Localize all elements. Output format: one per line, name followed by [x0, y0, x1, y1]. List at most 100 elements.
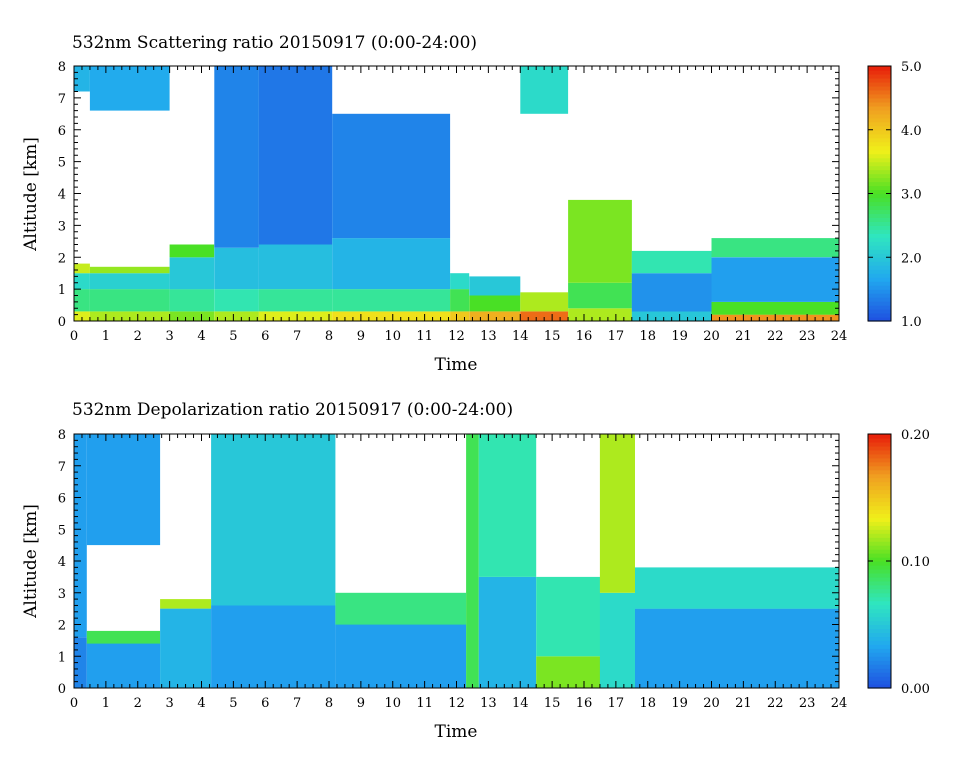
depolarization-ratio-x-tick-label: 6: [261, 696, 269, 711]
depolarization-ratio-y-tick-label: 0: [58, 682, 66, 697]
scattering-ratio-colorbar-swatch: [868, 189, 891, 195]
scattering-ratio-cell-10-0: [631, 311, 712, 321]
scattering-ratio-colorbar-swatch: [868, 101, 891, 107]
scattering-ratio-cell-3-2: [214, 247, 259, 290]
depolarization-ratio-colorbar-swatch: [868, 529, 891, 534]
depolarization-ratio-colorbar-swatch: [868, 437, 891, 443]
scattering-ratio-y-tick-label: 8: [58, 60, 66, 75]
depolarization-ratio-colorbar-swatch: [868, 434, 891, 439]
scattering-ratio-cell-10-1: [631, 273, 712, 312]
scattering-ratio-y-tick-label: 4: [58, 188, 66, 203]
depolarization-ratio-cell-2-0: [160, 608, 212, 688]
scattering-ratio-colorbar-tick-label: 1.0: [901, 315, 922, 330]
scattering-ratio-colorbar-tick-label: 5.0: [901, 60, 922, 75]
depolarization-ratio-colorbar-swatch: [868, 584, 891, 590]
depolarization-ratio-x-tick-label: 24: [831, 696, 848, 711]
scattering-ratio-x-tick-label: 1: [102, 329, 110, 344]
scattering-ratio-x-tick-label: 24: [831, 329, 848, 344]
scattering-ratio-colorbar-swatch: [868, 305, 891, 310]
scattering-ratio-colorbar-tick-label: 4.0: [901, 124, 922, 139]
scattering-ratio-y-ticks: 0 1 2 3 4 5 6 7 8: [58, 60, 839, 330]
depolarization-ratio-cell-3-1: [211, 434, 336, 606]
scattering-ratio-colorbar-swatch: [868, 121, 891, 127]
depolarization-ratio-y-tick-label: 8: [58, 428, 66, 443]
depolarization-ratio-x-tick-label: 11: [416, 696, 433, 711]
depolarization-ratio-cells: [74, 434, 839, 689]
scattering-ratio-cell-11-2: [711, 257, 839, 302]
depolarization-ratio-y-ticks: 0 1 2 3 4 5 6 7 8: [58, 428, 839, 697]
depolarization-ratio-colorbar-swatch: [868, 580, 891, 586]
scattering-ratio-cell-6-2: [450, 273, 470, 290]
depolarization-ratio-x-tick-label: 20: [703, 696, 720, 711]
depolarization-ratio-colorbar-swatch: [868, 509, 891, 514]
depolarization-ratio-x-tick-label: 2: [134, 696, 142, 711]
depolarization-ratio-cell-5-0: [466, 434, 479, 688]
scattering-ratio-x-axis-label: Time: [435, 355, 478, 375]
scattering-ratio-colorbar-swatch: [868, 209, 891, 215]
scattering-ratio-cell-6-0: [450, 311, 470, 321]
depolarization-ratio-colorbar-swatch: [868, 505, 891, 511]
scattering-ratio-x-tick-label: 7: [293, 329, 301, 344]
scattering-ratio-x-tick-label: 0: [70, 329, 78, 344]
depolarization-ratio-colorbar-tick-label: 0.20: [901, 428, 930, 443]
depolarization-ratio-colorbar-swatch: [868, 533, 891, 538]
scattering-ratio-y-tick-label: 0: [58, 315, 66, 330]
depolarization-ratio-colorbar-swatch: [868, 517, 891, 522]
depolarization-ratio-colorbar-swatch: [868, 537, 891, 542]
depolarization-ratio-colorbar-swatch: [868, 680, 891, 685]
scattering-ratio-colorbar-swatch: [868, 225, 891, 230]
depolarization-ratio-colorbar-swatch: [868, 489, 891, 495]
scattering-ratio-colorbar-ticks: 1.0 2.0 3.0 4.0 5.0: [868, 60, 922, 330]
scattering-ratio-colorbar-swatch: [868, 249, 891, 254]
scattering-ratio-colorbar-swatch: [868, 93, 891, 99]
scattering-ratio-cell-3-0: [214, 311, 259, 321]
scattering-ratio-x-tick-label: 12: [448, 329, 465, 344]
depolarization-ratio-cell-1-1: [86, 630, 161, 644]
depolarization-ratio-x-tick-label: 10: [384, 696, 401, 711]
scattering-ratio-x-tick-label: 14: [512, 329, 529, 344]
depolarization-ratio-colorbar-tick-label: 0.00: [901, 682, 930, 697]
scattering-ratio-colorbar-swatch: [868, 205, 891, 211]
scattering-ratio-colorbar-swatch: [868, 117, 891, 123]
scattering-ratio-colorbar-swatch: [868, 285, 891, 290]
scattering-ratio-colorbar-swatch: [868, 289, 891, 294]
scattering-ratio-colorbar-swatch: [868, 109, 891, 115]
scattering-ratio-colorbar-swatch: [868, 197, 891, 203]
depolarization-ratio-colorbar-swatch: [868, 501, 891, 507]
depolarization-ratio-colorbar-swatch: [868, 513, 891, 518]
scattering-ratio-cell-11-1: [711, 301, 839, 315]
depolarization-ratio-y-tick-label: 2: [58, 619, 66, 634]
depolarization-ratio-colorbar-swatch: [868, 612, 891, 618]
depolarization-ratio-colorbar-swatch: [868, 453, 891, 459]
depolarization-ratio-colorbar-swatch: [868, 672, 891, 677]
depolarization-ratio-x-tick-label: 7: [293, 696, 301, 711]
scattering-ratio-cell-0-2: [74, 273, 90, 290]
depolarization-ratio-colorbar-swatch: [868, 588, 891, 594]
scattering-ratio-y-tick-label: 2: [58, 251, 66, 266]
depolarization-ratio-x-tick-label: 9: [357, 696, 365, 711]
depolarization-ratio-x-tick-label: 4: [197, 696, 205, 711]
depolarization-ratio-cell-6-0: [478, 576, 537, 688]
scattering-ratio-cell-7-2: [469, 276, 521, 296]
depolarization-ratio-colorbar-swatch: [868, 497, 891, 503]
depolarization-ratio-colorbar-swatch: [868, 640, 891, 645]
depolarization-ratio-colorbar-swatch: [868, 668, 891, 673]
depolarization-ratio-cell-9-0: [635, 608, 839, 688]
depolarization-ratio-cell-7-1: [536, 576, 600, 657]
scattering-ratio-colorbar-swatch: [868, 161, 891, 167]
depolarization-ratio-colorbar-swatch: [868, 469, 891, 475]
scattering-ratio-colorbar-swatch: [868, 66, 891, 71]
depolarization-ratio-x-tick-label: 12: [448, 696, 465, 711]
scattering-ratio-colorbar-swatch: [868, 97, 891, 103]
depolarization-ratio-colorbar-swatch: [868, 608, 891, 614]
depolarization-ratio-colorbar-swatch: [868, 568, 891, 574]
scattering-ratio-colorbar-swatch: [868, 313, 891, 318]
scattering-ratio-colorbar-swatch: [868, 149, 891, 155]
scattering-ratio-x-tick-label: 5: [229, 329, 237, 344]
depolarization-ratio-colorbar-swatch: [868, 664, 891, 669]
scattering-ratio-colorbar-swatch: [868, 269, 891, 274]
depolarization-ratio-colorbar-swatch: [868, 604, 891, 610]
scattering-ratio-colorbar-swatch: [868, 85, 891, 91]
scattering-ratio-plot-area: 0 1 2 3 4 5 6 7 8 9 10 11 12 13 14 15 16 17 18 19 20 21 22 23 24…: [58, 60, 848, 344]
